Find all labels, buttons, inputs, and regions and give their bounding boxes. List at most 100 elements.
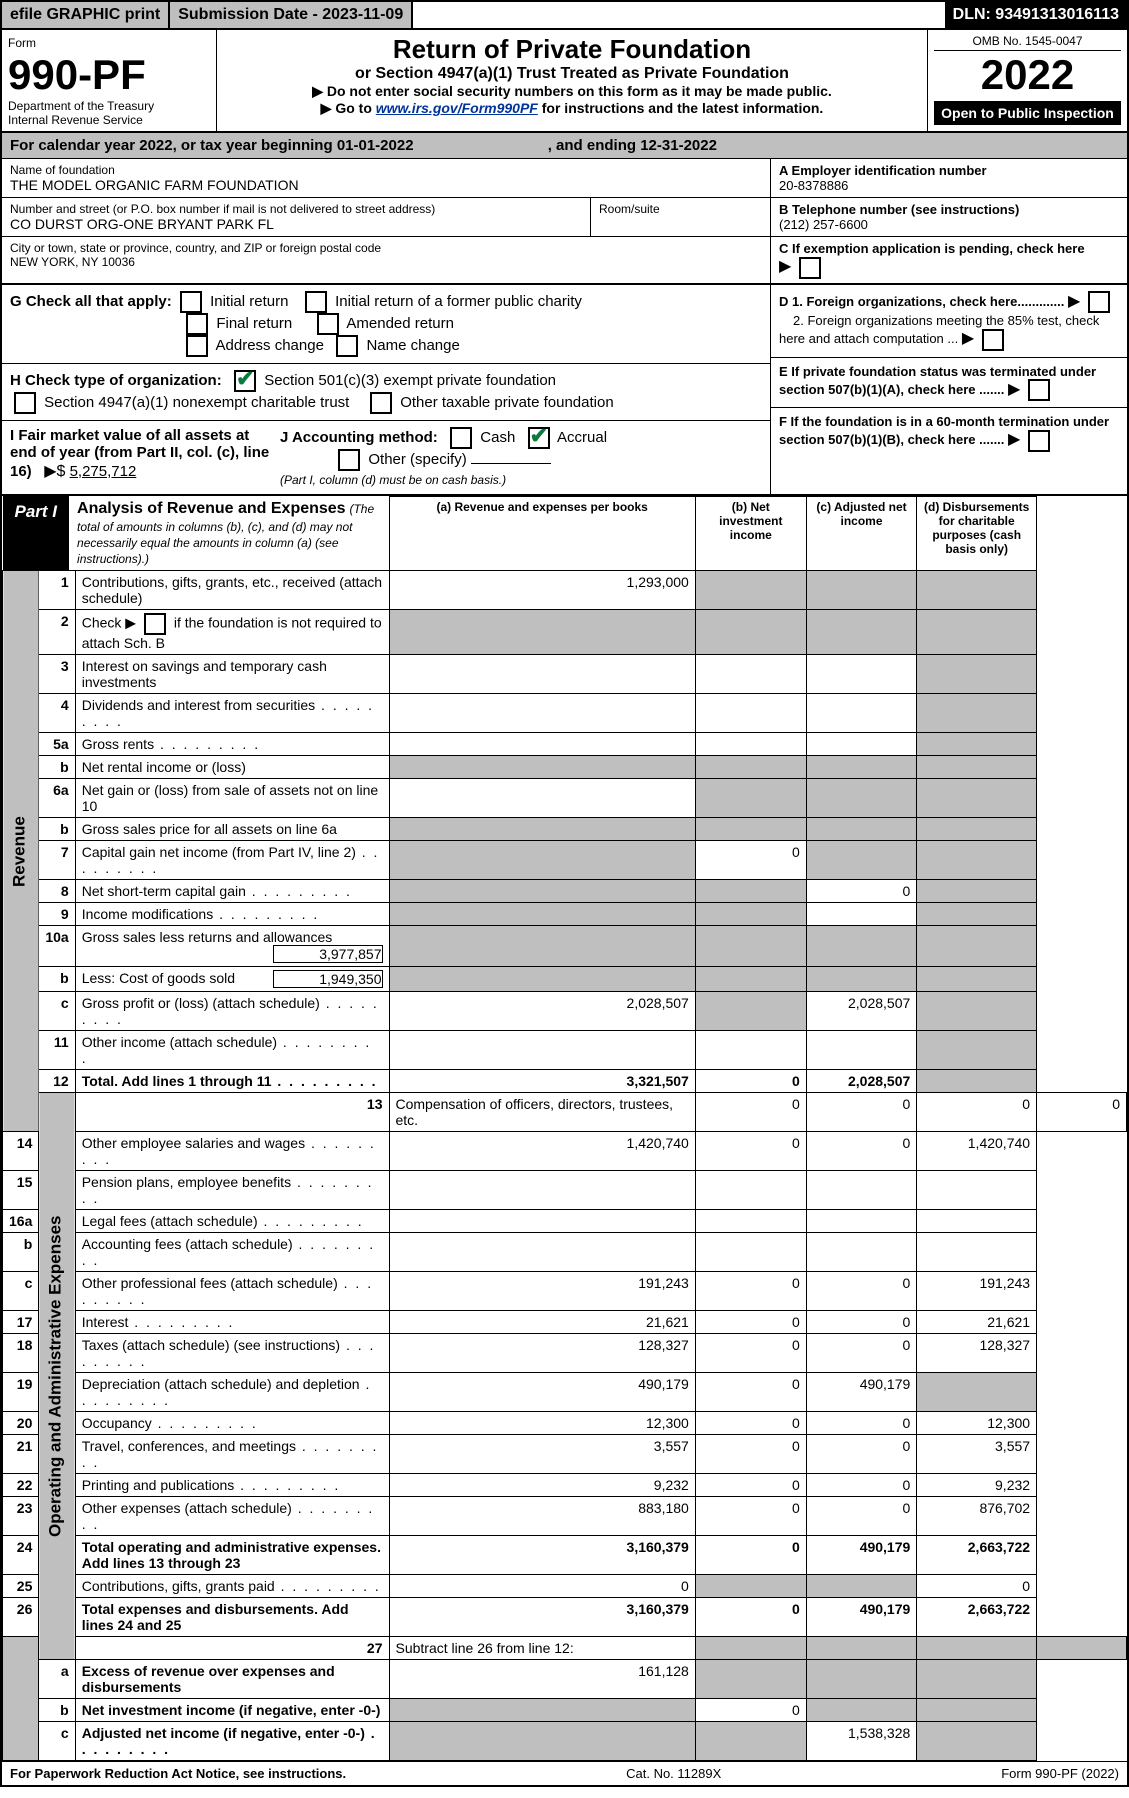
initial-former: Initial return of a former public charit… [335, 293, 582, 310]
row-13-b: 0 [806, 1093, 917, 1132]
exemption-pending-label: C If exemption application is pending, c… [779, 241, 1085, 256]
f-checkbox[interactable] [1028, 430, 1050, 452]
row-1-a: 1,293,000 [389, 571, 695, 610]
row-24-a: 3,160,379 [389, 1536, 695, 1575]
f-label: F If the foundation is in a 60-month ter… [779, 414, 1109, 447]
table-row: 6aNet gain or (loss) from sale of assets… [3, 779, 1127, 818]
row-16c-d: 191,243 [917, 1272, 1037, 1311]
row-26-c: 490,179 [806, 1598, 917, 1637]
501c3: Section 501(c)(3) exempt private foundat… [264, 372, 556, 389]
row-19-c: 490,179 [806, 1373, 917, 1412]
d2-checkbox[interactable] [982, 329, 1004, 351]
row-27c-desc: Adjusted net income (if negative, enter … [75, 1722, 389, 1761]
row-12-a: 3,321,507 [389, 1070, 695, 1093]
row-24-d: 2,663,722 [917, 1536, 1037, 1575]
4947-checkbox[interactable] [14, 392, 36, 414]
table-row: bNet rental income or (loss) [3, 756, 1127, 779]
row-16b-desc: Accounting fees (attach schedule) [75, 1233, 389, 1272]
row-24-desc: Total operating and administrative expen… [75, 1536, 389, 1575]
ein: 20-8378886 [779, 178, 848, 193]
tax-year: 2022 [934, 51, 1121, 99]
d1-checkbox[interactable] [1088, 291, 1110, 313]
row-13-c: 0 [917, 1093, 1037, 1132]
efile-print[interactable]: efile GRAPHIC print [2, 2, 170, 28]
table-row: cOther professional fees (attach schedul… [3, 1272, 1127, 1311]
dept-treasury: Department of the Treasury [8, 99, 210, 113]
row-20-b: 0 [695, 1412, 806, 1435]
row-27b-desc: Net investment income (if negative, ente… [75, 1699, 389, 1722]
row-22-d: 9,232 [917, 1474, 1037, 1497]
table-row: 14Other employee salaries and wages1,420… [3, 1132, 1127, 1171]
row-5b-desc: Net rental income or (loss) [75, 756, 389, 779]
row-1-desc: Contributions, gifts, grants, etc., rece… [75, 571, 389, 610]
other-method: Other (specify) [368, 451, 466, 468]
initial-former-checkbox[interactable] [305, 291, 327, 313]
j-label: J Accounting method: [280, 429, 438, 446]
row-17-b: 0 [695, 1311, 806, 1334]
exemption-pending-checkbox[interactable] [799, 257, 821, 279]
row-21-c: 0 [806, 1435, 917, 1474]
row-21-desc: Travel, conferences, and meetings [75, 1435, 389, 1474]
initial-return-checkbox[interactable] [180, 291, 202, 313]
row-9-desc: Income modifications [75, 903, 389, 926]
form-title: Return of Private Foundation [225, 34, 919, 65]
row-24-c: 490,179 [806, 1536, 917, 1575]
row-26-desc: Total expenses and disbursements. Add li… [75, 1598, 389, 1637]
table-row: 9Income modifications [3, 903, 1127, 926]
final-return-checkbox[interactable] [186, 313, 208, 335]
row-27a-desc: Excess of revenue over expenses and disb… [75, 1660, 389, 1699]
cal-year-pre: For calendar year 2022, or tax year begi… [10, 137, 337, 154]
form-ref: Form 990-PF (2022) [1001, 1766, 1119, 1781]
instr-ssn: ▶ Do not enter social security numbers o… [225, 83, 919, 100]
e-checkbox[interactable] [1028, 379, 1050, 401]
row-12-desc: Total. Add lines 1 through 11 [75, 1070, 389, 1093]
row-14-desc: Other employee salaries and wages [75, 1132, 389, 1171]
instr-goto-pre: ▶ Go to [321, 100, 376, 116]
row-3-desc: Interest on savings and temporary cash i… [75, 655, 389, 694]
row-25-d: 0 [917, 1575, 1037, 1598]
row-19-desc: Depreciation (attach schedule) and deple… [75, 1373, 389, 1412]
table-row: 26Total expenses and disbursements. Add … [3, 1598, 1127, 1637]
row-21-a: 3,557 [389, 1435, 695, 1474]
other-taxable-checkbox[interactable] [370, 392, 392, 414]
row-12-c: 2,028,507 [806, 1070, 917, 1093]
room-suite: Room/suite [590, 198, 770, 236]
name-change-checkbox[interactable] [336, 335, 358, 357]
table-row: 23Other expenses (attach schedule)883,18… [3, 1497, 1127, 1536]
address: CO DURST ORG-ONE BRYANT PARK FL [10, 216, 582, 232]
form-label: Form [8, 36, 36, 50]
cal-year-mid: , and ending [544, 137, 641, 154]
cat-no: Cat. No. 11289X [626, 1766, 721, 1781]
row-8-c: 0 [806, 880, 917, 903]
row-20-desc: Occupancy [75, 1412, 389, 1435]
form-subtitle: or Section 4947(a)(1) Trust Treated as P… [225, 65, 919, 83]
row-2-pre: Check ▶ [82, 615, 140, 631]
table-row: aExcess of revenue over expenses and dis… [3, 1660, 1127, 1699]
row-19-a: 490,179 [389, 1373, 695, 1412]
cash-checkbox[interactable] [450, 427, 472, 449]
table-row: 10aGross sales less returns and allowanc… [3, 926, 1127, 967]
sch-b-checkbox[interactable] [144, 613, 166, 635]
amended-return-checkbox[interactable] [317, 313, 339, 335]
row-10c-desc: Gross profit or (loss) (attach schedule) [75, 992, 389, 1031]
row-10b-desc: Less: Cost of goods sold [82, 970, 235, 986]
final-return: Final return [216, 315, 292, 332]
check-section: G Check all that apply: Initial return I… [2, 285, 1127, 496]
address-change-checkbox[interactable] [186, 335, 208, 357]
row-26-b: 0 [695, 1598, 806, 1637]
table-row: 7Capital gain net income (from Part IV, … [3, 841, 1127, 880]
501c3-checkbox[interactable] [234, 370, 256, 392]
row-23-d: 876,702 [917, 1497, 1037, 1536]
table-row: 15Pension plans, employee benefits [3, 1171, 1127, 1210]
table-row: 18Taxes (attach schedule) (see instructi… [3, 1334, 1127, 1373]
accrual-checkbox[interactable] [528, 427, 550, 449]
col-a-header: (a) Revenue and expenses per books [389, 496, 695, 571]
irs-link[interactable]: www.irs.gov/Form990PF [376, 100, 538, 116]
form-number: 990-PF [8, 51, 210, 99]
ein-label: A Employer identification number [779, 163, 987, 178]
fair-market-value: 5,275,712 [70, 463, 137, 480]
row-13-a: 0 [695, 1093, 806, 1132]
other-method-checkbox[interactable] [338, 449, 360, 471]
j-note: (Part I, column (d) must be on cash basi… [280, 473, 506, 487]
tel-label: B Telephone number (see instructions) [779, 202, 1019, 217]
